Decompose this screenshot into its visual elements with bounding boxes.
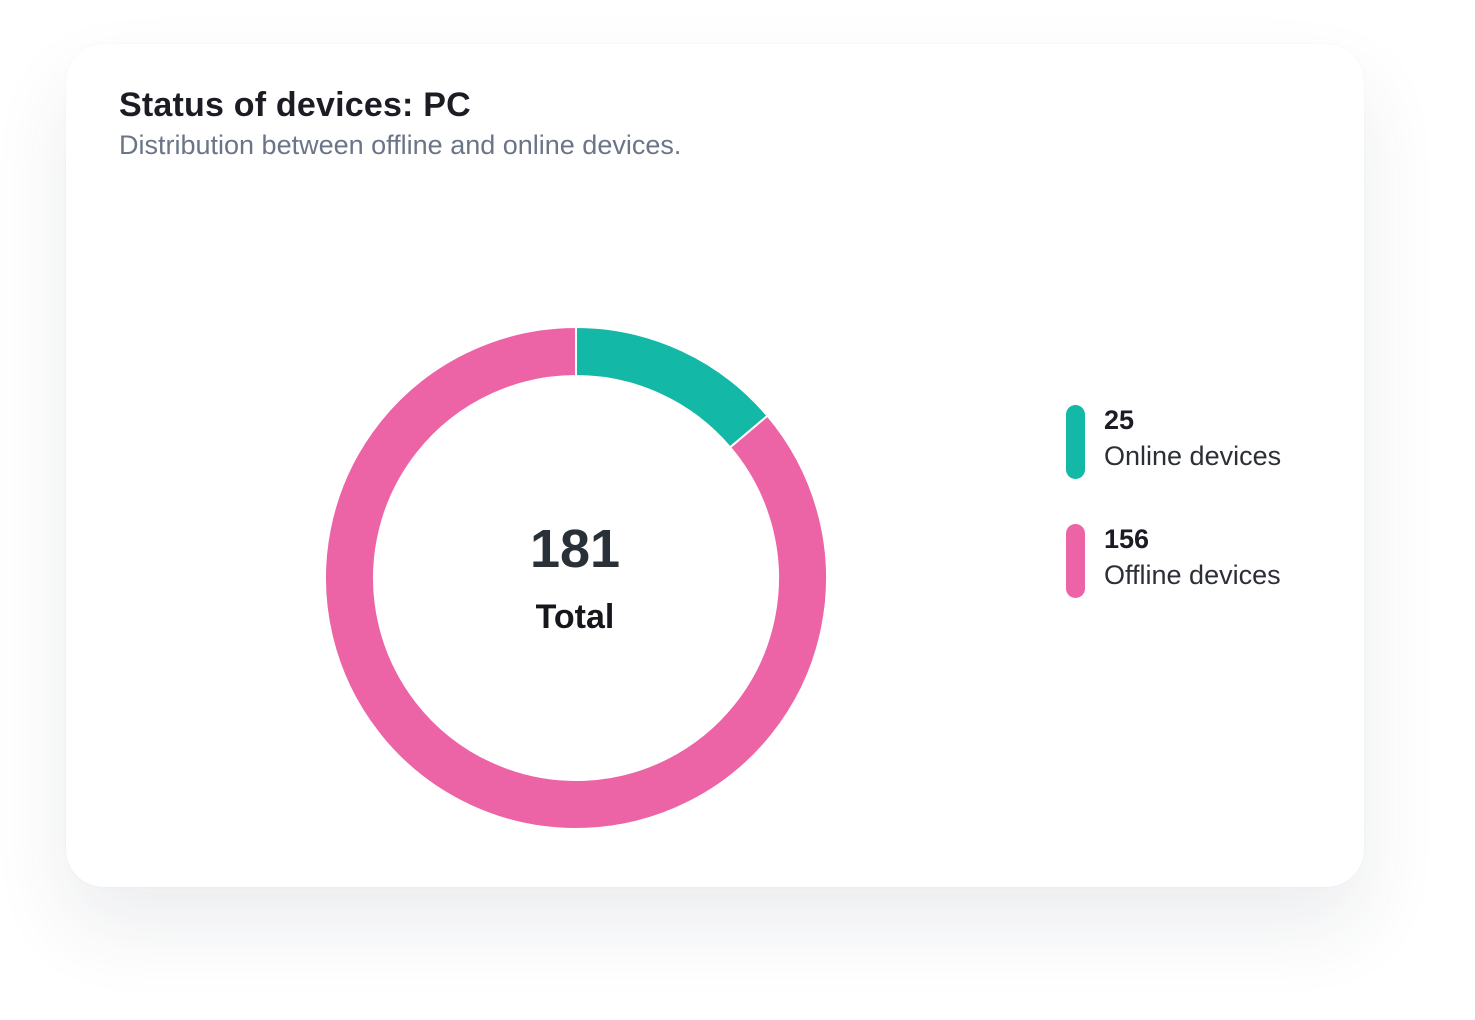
donut-slice-offline[interactable] xyxy=(324,325,828,830)
legend-value-offline: 156 xyxy=(1104,524,1150,554)
device-status-card: Status of devices: PC Distribution betwe… xyxy=(66,44,1364,887)
card-title: Status of devices: PC xyxy=(119,86,471,124)
legend-label-online: Online devices xyxy=(1104,441,1282,471)
legend-swatch-offline xyxy=(1066,524,1085,598)
legend-swatch-online xyxy=(1066,405,1085,479)
card-subtitle: Distribution between offline and online … xyxy=(119,130,682,160)
donut-total-value: 181 xyxy=(529,519,621,579)
donut-slice-online[interactable] xyxy=(575,325,769,449)
donut-total-label: Total xyxy=(535,598,615,636)
legend-value-online: 25 xyxy=(1104,405,1135,435)
donut-chart xyxy=(324,325,828,830)
legend-label-offline: Offline devices xyxy=(1104,560,1281,590)
